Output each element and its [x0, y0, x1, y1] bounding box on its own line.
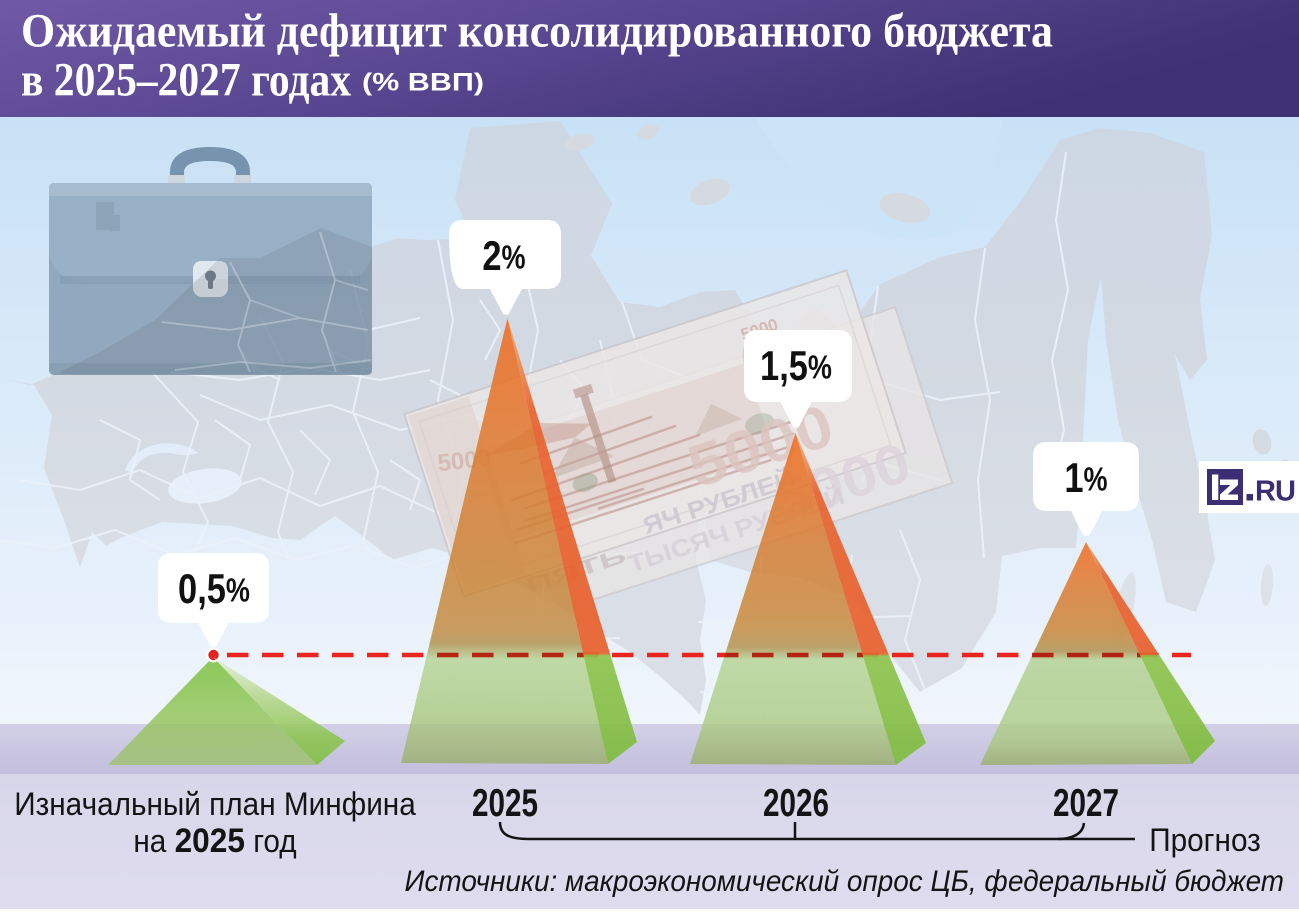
svg-text:Ожидаемый дефицит консолидиров: Ожидаемый дефицит консолидированного бюд…	[21, 6, 1053, 58]
svg-text:2027: 2027	[1053, 782, 1119, 825]
svg-text:1,5%: 1,5%	[760, 343, 832, 390]
svg-text:Источники: макроэкономический: Источники: макроэкономический опрос ЦБ, …	[405, 865, 1284, 898]
svg-text:1%: 1%	[1064, 455, 1107, 502]
svg-text:в 2025–2027 годах: в 2025–2027 годах	[21, 55, 351, 107]
svg-text:2%: 2%	[482, 233, 525, 280]
svg-text:2026: 2026	[763, 782, 829, 825]
svg-text:0,5%: 0,5%	[178, 566, 250, 613]
svg-text:Прогноз: Прогноз	[1149, 822, 1261, 858]
svg-text:(% ВВП): (% ВВП)	[362, 69, 484, 97]
svg-text:2025: 2025	[472, 782, 538, 825]
svg-text:на 2025 год: на 2025 год	[133, 821, 296, 859]
svg-text:RU: RU	[1255, 476, 1296, 508]
svg-text:Изначальный план Минфина: Изначальный план Минфина	[14, 786, 416, 822]
